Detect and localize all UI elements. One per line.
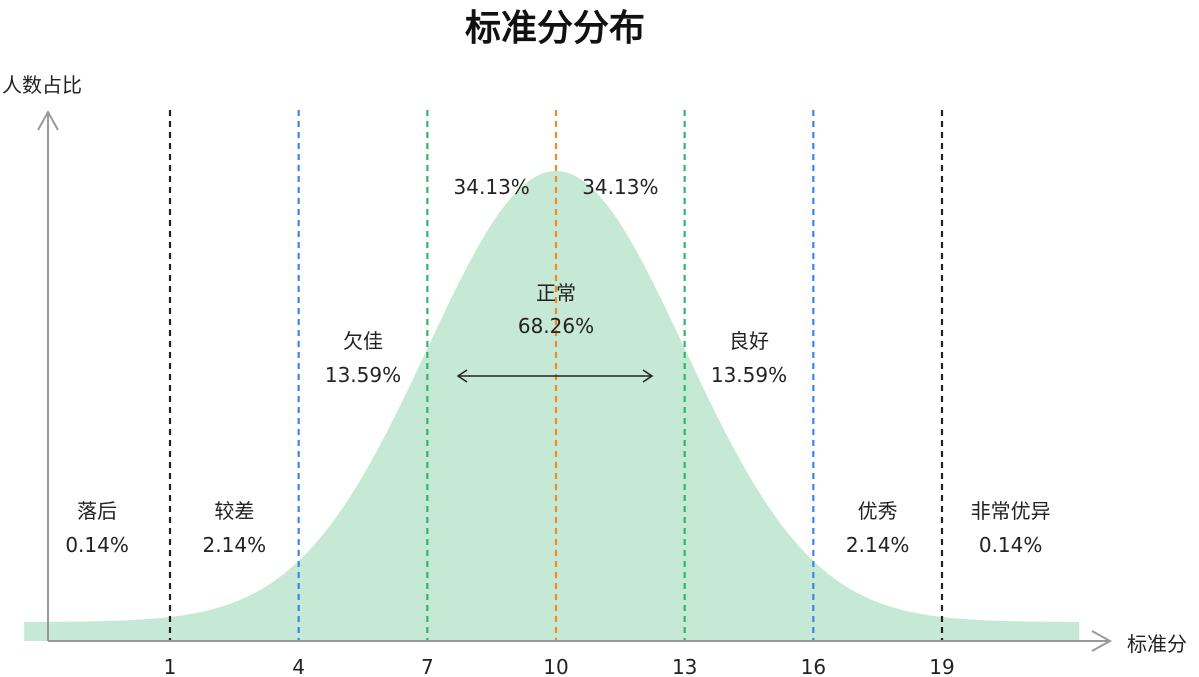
x-tick-label: 10	[543, 655, 568, 677]
region-name: 优秀	[858, 499, 898, 523]
center-region-name: 正常	[536, 281, 576, 305]
half-label-right: 34.13%	[582, 175, 658, 199]
chart-title: 标准分分布	[465, 8, 645, 49]
y-axis-arrow-icon	[37, 109, 59, 131]
plot-area: 1 4 7 10 13 16 19 落后 0.14% 较差 2.14% 欠佳 13.59% 良好 13.59…	[24, 109, 1113, 677]
center-region-value: 68.26%	[518, 314, 594, 338]
region-value: 2.14%	[846, 533, 910, 557]
half-label-left: 34.13%	[454, 175, 530, 199]
x-axis-label: 标准分	[1127, 632, 1187, 656]
region-value: 13.59%	[325, 363, 401, 387]
region-name: 落后	[77, 499, 117, 523]
range-arrow-left-icon	[456, 369, 468, 383]
x-tick-label: 19	[929, 655, 954, 677]
region-name: 良好	[729, 329, 769, 353]
distribution-area	[24, 171, 1080, 641]
region-value: 0.14%	[65, 533, 129, 557]
x-axis-arrow-icon	[1091, 630, 1113, 652]
region-name: 非常优异	[971, 499, 1051, 523]
region-value: 0.14%	[979, 533, 1043, 557]
x-tick-label: 13	[672, 655, 697, 677]
range-arrow-right-icon	[642, 369, 654, 383]
x-tick-label: 1	[164, 655, 177, 677]
x-tick-label: 4	[292, 655, 305, 677]
x-tick-label: 7	[421, 655, 434, 677]
region-value: 13.59%	[711, 363, 787, 387]
x-tick-label: 16	[801, 655, 826, 677]
region-name: 欠佳	[343, 329, 383, 353]
region-value: 2.14%	[203, 533, 267, 557]
y-axis-label: 人数占比	[2, 73, 82, 97]
region-name: 较差	[214, 499, 254, 523]
